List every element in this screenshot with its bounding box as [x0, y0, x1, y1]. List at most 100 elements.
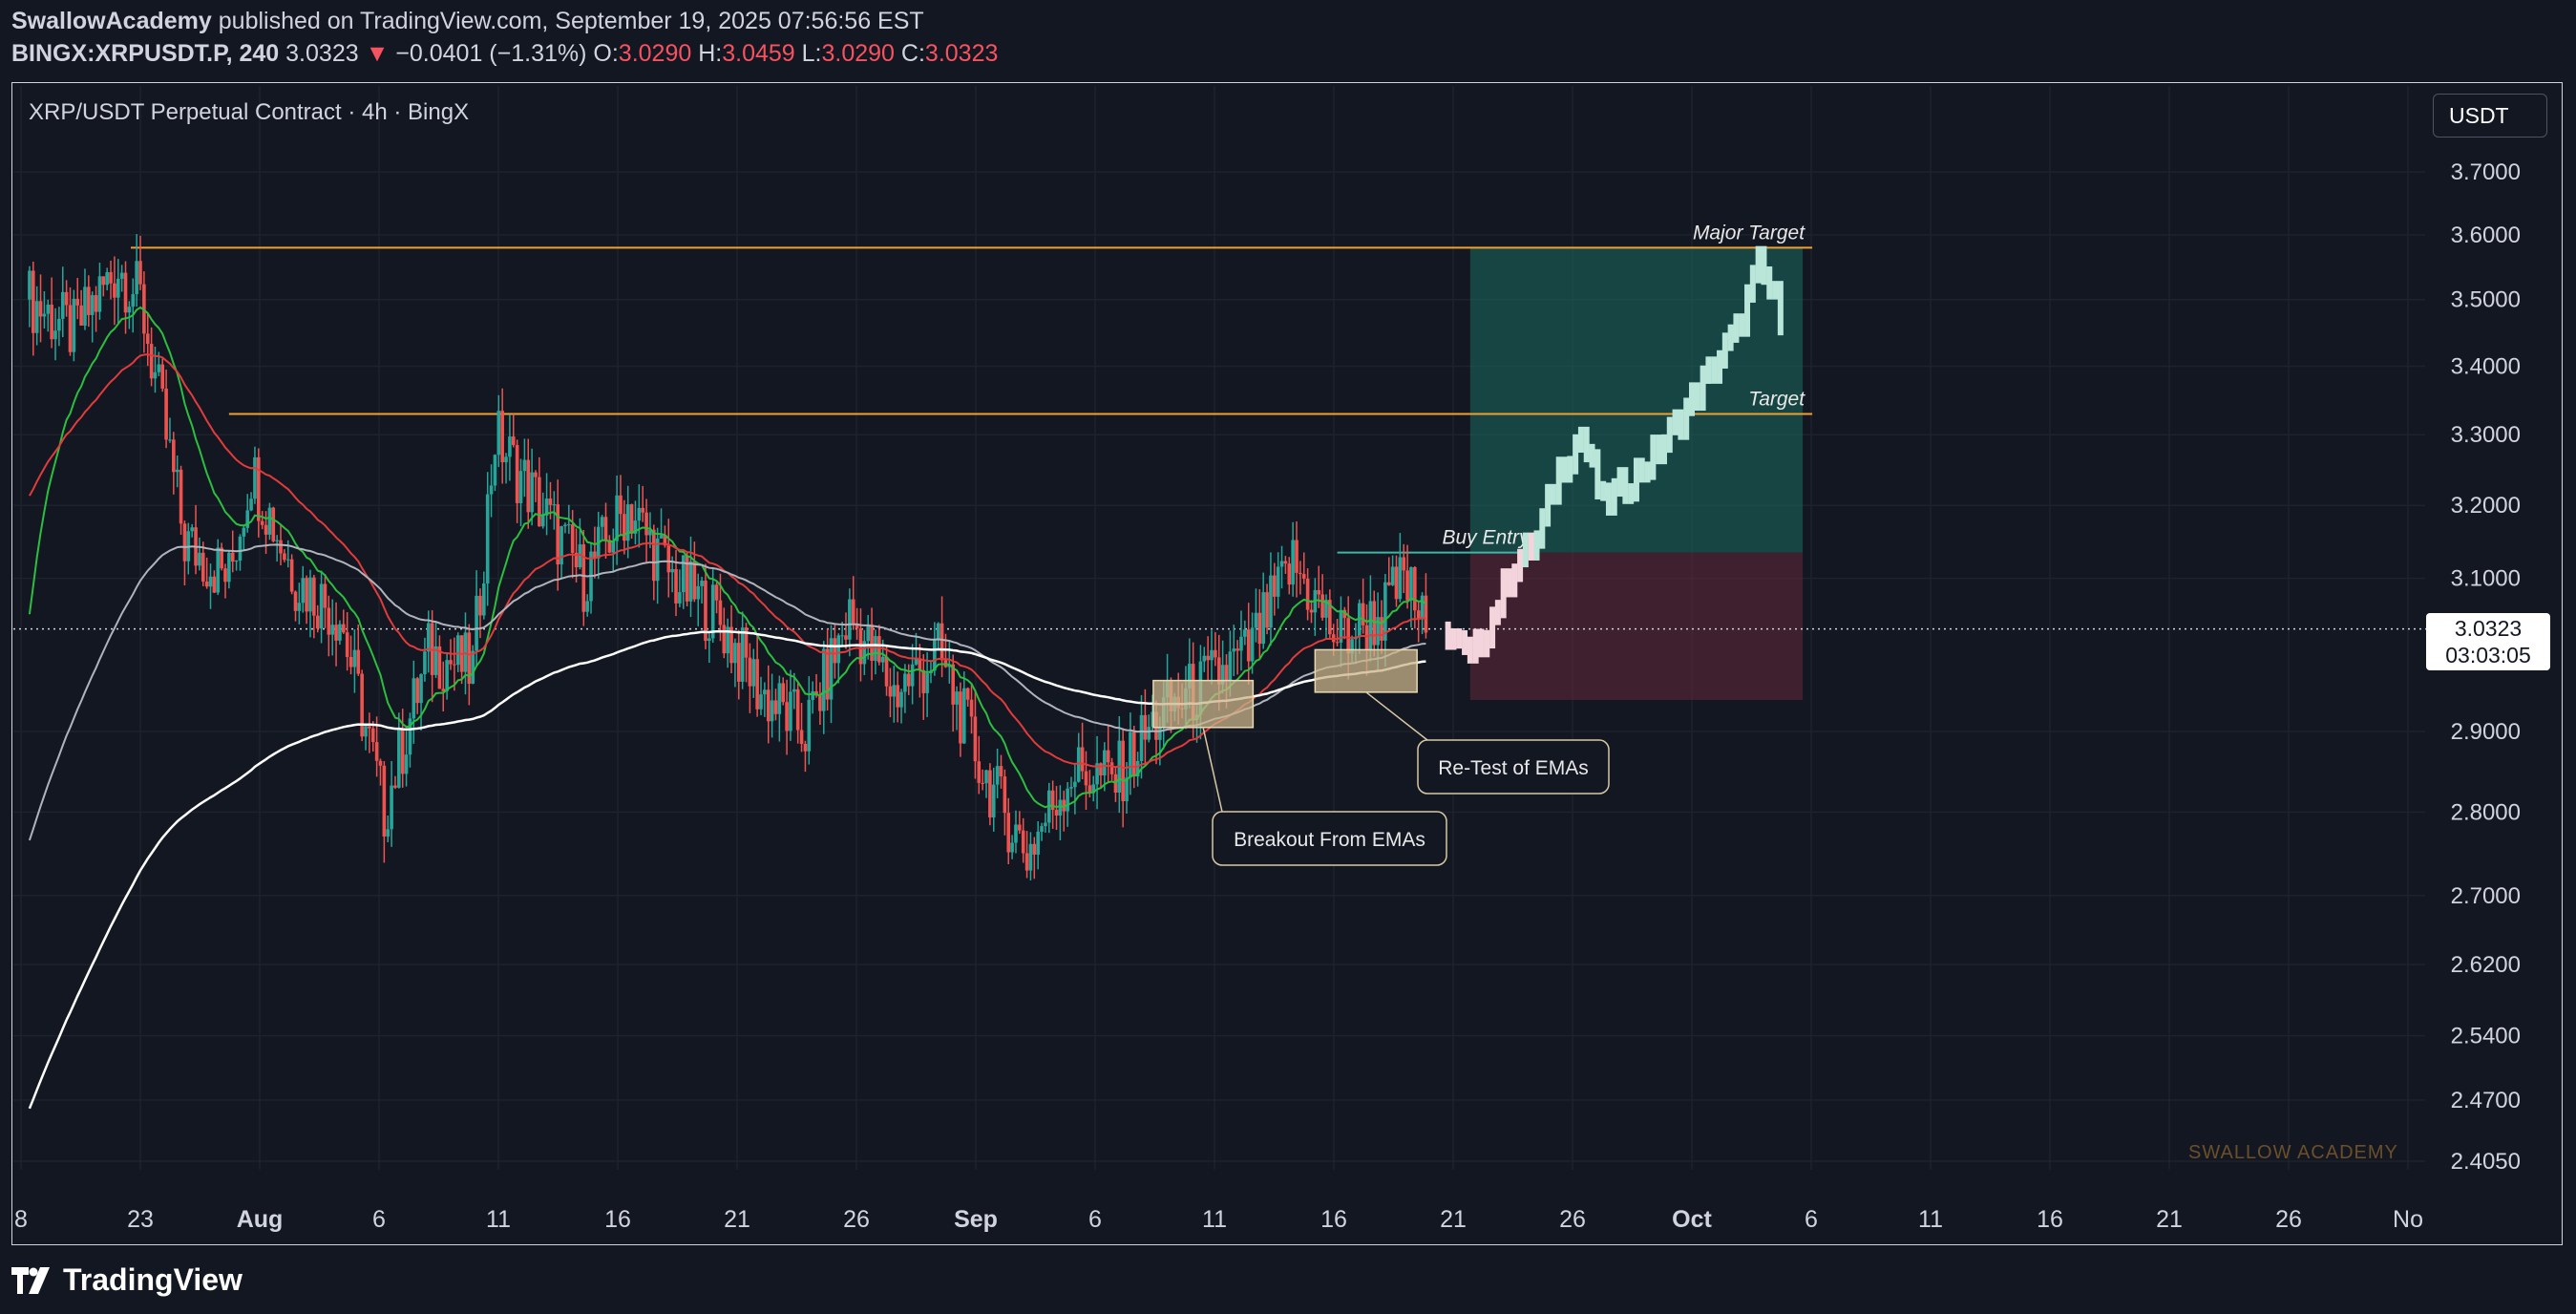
candle-body	[315, 615, 320, 629]
candle-body	[60, 291, 65, 319]
price-tick-label: 2.4700	[2451, 1088, 2521, 1113]
candle-body	[72, 298, 76, 352]
candle-body	[1028, 843, 1033, 871]
candle-body	[585, 601, 589, 612]
open-label: O:	[593, 40, 619, 67]
candle-body	[437, 646, 442, 689]
candle-body	[113, 283, 116, 298]
projection-bar	[1445, 621, 1451, 650]
time-tick-label: 6	[1088, 1206, 1102, 1233]
projection-bar	[1545, 483, 1552, 527]
candle-body	[1305, 578, 1310, 610]
candle-body	[548, 498, 553, 505]
candle-body	[1301, 574, 1306, 579]
projection-bar	[1583, 426, 1590, 463]
candle-body	[216, 547, 221, 593]
candle-body	[145, 333, 150, 345]
chart-title: XRP/USDT Perpetual Contract · 4h · BingX	[29, 99, 470, 125]
projection-bar	[1522, 532, 1529, 568]
candle-body	[704, 581, 707, 642]
projection-bar	[1472, 628, 1479, 664]
price-tick-label: 2.9000	[2451, 719, 2521, 745]
candle-body	[840, 635, 844, 637]
candle-body	[1018, 824, 1022, 831]
candle-body	[285, 559, 290, 561]
candle-body	[119, 272, 124, 279]
candle-body	[1250, 627, 1255, 662]
candle-body	[404, 754, 409, 774]
time-tick-label: 6	[372, 1206, 386, 1233]
candle-body	[131, 294, 136, 307]
candle-body	[1151, 711, 1154, 728]
time-tick-label: 26	[1559, 1206, 1586, 1233]
candle-body	[637, 507, 642, 521]
candle-body	[1346, 618, 1350, 654]
candle-body	[729, 626, 733, 664]
candle-body	[1006, 813, 1011, 853]
candle-body	[1276, 566, 1280, 597]
candle-body	[238, 536, 243, 562]
candle-body	[1376, 617, 1380, 646]
candle-body	[475, 595, 478, 651]
projection-bar	[1589, 443, 1595, 468]
candle-body	[921, 669, 926, 693]
projection-bar	[1656, 434, 1662, 465]
candle-body	[785, 702, 789, 731]
candle-body	[279, 540, 283, 554]
candle-body	[87, 286, 91, 315]
price-tick-label: 3.3000	[2451, 422, 2521, 448]
tradingview-logo[interactable]: TradingView	[11, 1262, 243, 1298]
candle-body	[888, 686, 893, 697]
candle-body	[567, 524, 571, 526]
current-price-badge: 3.0323 03:03:05	[2426, 613, 2550, 670]
candle-body	[1361, 603, 1365, 625]
projection-bar	[1517, 548, 1524, 583]
candle-body	[419, 674, 423, 704]
candle-body	[736, 643, 741, 682]
candle-body	[792, 689, 796, 692]
candle-body	[789, 691, 792, 731]
candle-body	[1135, 761, 1140, 777]
candle-body	[651, 529, 656, 582]
candle-body	[46, 305, 51, 314]
price-axis: 3.7000 3.6000 3.5000 3.4000 3.3000 3.2000 3.10…	[2451, 159, 2521, 1175]
candle-body	[714, 584, 719, 601]
candle-body	[1386, 582, 1391, 585]
candle-body	[283, 553, 286, 561]
candle-body	[722, 625, 727, 654]
candle-body	[415, 678, 419, 704]
candle-body	[556, 504, 560, 565]
loss-zone	[1469, 552, 1804, 701]
candle-body	[489, 485, 494, 495]
candle-body	[190, 527, 194, 532]
candle-body	[1054, 810, 1059, 816]
price-tick-label: 3.1000	[2451, 566, 2521, 592]
time-tick-label: 23	[127, 1206, 154, 1233]
candle-body	[629, 504, 634, 534]
candle-body	[696, 585, 701, 600]
candle-body	[301, 578, 306, 604]
candle-body	[485, 494, 490, 584]
candle-body	[540, 515, 545, 527]
candle-body	[910, 664, 915, 687]
projection-bar	[1594, 449, 1601, 499]
currency-selector[interactable]: USDT	[2433, 94, 2547, 138]
candle-body	[674, 568, 678, 604]
candle-body	[220, 547, 223, 569]
annotation-callout	[1212, 811, 1447, 866]
candle-body	[242, 527, 246, 537]
projection-bar	[1511, 563, 1518, 598]
candle-body	[522, 459, 527, 472]
candle-body	[685, 555, 689, 602]
candle-body	[79, 305, 83, 326]
candle-body	[455, 635, 460, 666]
candle-body	[751, 659, 756, 687]
candle-body	[995, 766, 1000, 785]
projection-bar	[1733, 313, 1740, 343]
candle-body	[1383, 582, 1387, 641]
candle-body	[293, 591, 298, 611]
projection-bar	[1506, 568, 1512, 598]
candle-body	[1087, 785, 1092, 794]
candle-body	[1069, 787, 1073, 789]
